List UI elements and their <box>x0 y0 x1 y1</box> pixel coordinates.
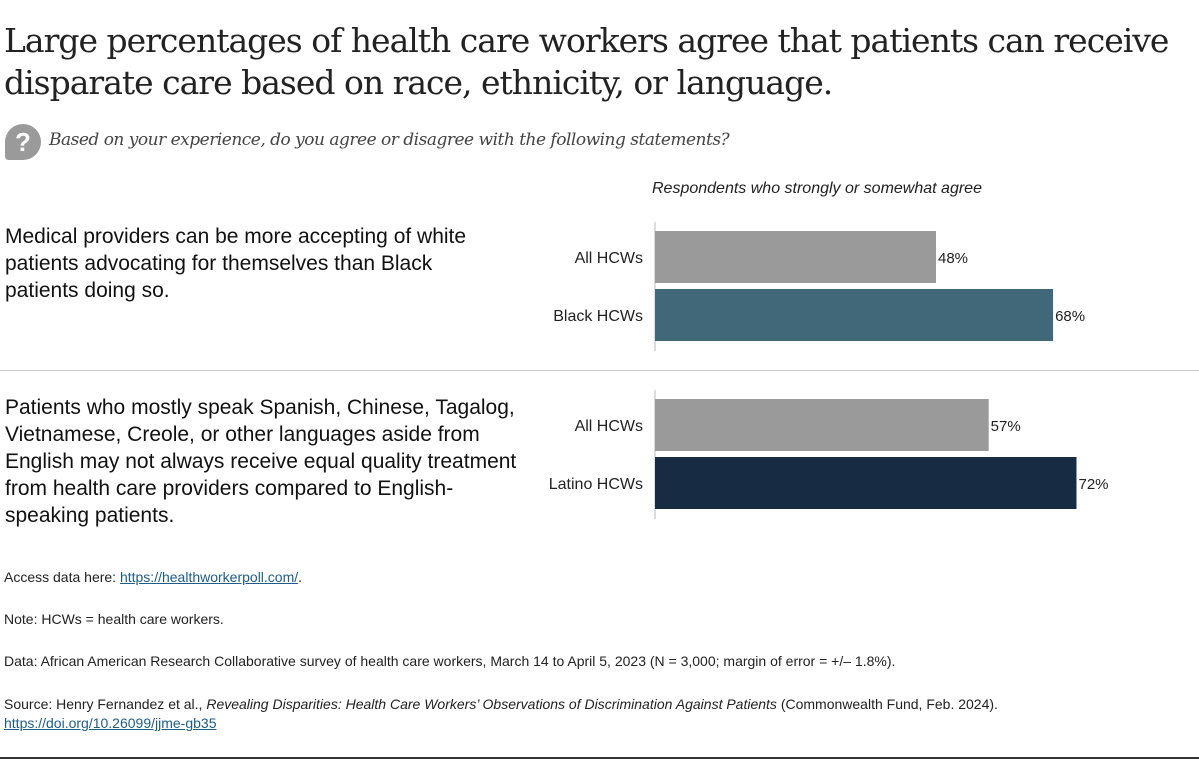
source-prefix: Source: Henry Fernandez et al., <box>4 696 207 712</box>
survey-question: Based on your experience, do you agree o… <box>49 130 730 150</box>
bar <box>655 231 936 283</box>
statement-1: Medical providers can be more accepting … <box>5 225 467 302</box>
question-bubble-icon: ? <box>5 124 41 160</box>
value-label: 72% <box>1078 476 1108 493</box>
bar-chart: All HCWs 48% Black HCWs 68% All HCWs 57% Latin… <box>549 222 1109 519</box>
category-label: Black HCWs <box>553 308 643 325</box>
access-data-link[interactable]: https://healthworkerpoll.com/ <box>119 569 299 585</box>
value-label: 68% <box>1055 308 1085 325</box>
access-data: Access data here: https://healthworkerpo… <box>4 569 302 585</box>
chart-subtitle: Respondents who strongly or somewhat agr… <box>652 180 982 197</box>
divider <box>0 370 1199 371</box>
category-label: All HCWs <box>575 418 643 435</box>
category-label: Latino HCWs <box>549 476 643 493</box>
statement-2: Patients who mostly speak Spanish, Chine… <box>5 396 517 527</box>
bar <box>655 399 989 451</box>
bar <box>655 289 1054 341</box>
category-label: All HCWs <box>575 250 643 267</box>
value-label: 48% <box>938 250 968 267</box>
source-note: Source: Henry Fernandez et al., Revealin… <box>4 695 998 733</box>
value-label: 57% <box>991 418 1021 435</box>
data-note: Data: African American Research Collabor… <box>4 653 896 669</box>
note: Note: HCWs = health care workers. <box>4 611 224 627</box>
doi-link[interactable]: https://doi.org/10.26099/jjme-gb35 <box>4 715 217 731</box>
access-label: Access data here: <box>4 569 120 585</box>
access-suffix: . <box>298 569 303 585</box>
bar <box>655 457 1077 509</box>
source-suffix: (Commonwealth Fund, Feb. 2024). <box>776 696 998 712</box>
source-title: Revealing Disparities: Health Care Worke… <box>206 696 777 712</box>
bottom-rule <box>0 757 1199 759</box>
chart-title: Large percentages of health care workers… <box>4 21 1169 102</box>
